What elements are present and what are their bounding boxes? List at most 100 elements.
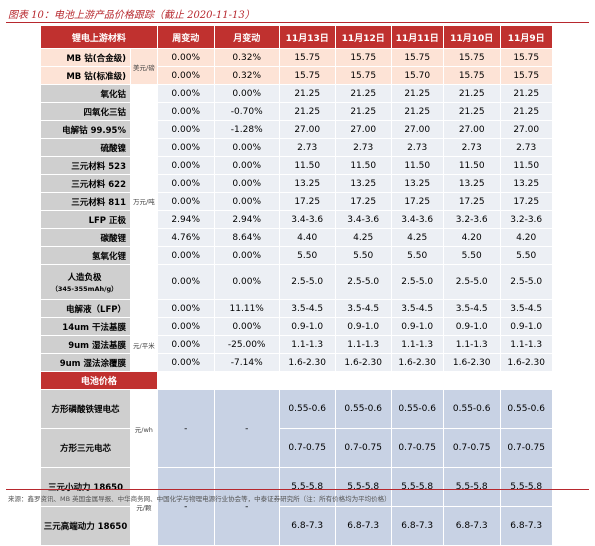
price-cell: 0.7-0.75 (278, 428, 336, 468)
price-cell: 27.00 (390, 120, 444, 139)
row-name: 氢氧化锂 (40, 246, 131, 265)
price-cell: 4.40 (278, 228, 336, 247)
price-cell: 15.75 (390, 48, 444, 67)
month-change: 0.32% (213, 66, 280, 85)
week-change: 4.76% (156, 228, 215, 247)
table-row: 硫酸镍 0.00% 0.00% 2.73 2.73 2.73 2.73 2.73 (40, 138, 553, 157)
price-cell: 11.50 (442, 156, 501, 175)
price-cell: 11.50 (278, 156, 336, 175)
week-change: 0.00% (156, 299, 215, 318)
table-row: 氧化钴 万元/吨 0.00% 0.00% 21.25 21.25 21.25 2… (40, 84, 553, 318)
row-name: 碳酸锂 (40, 228, 131, 247)
price-cell: 0.55-0.6 (442, 389, 501, 429)
week-change: 0.00% (156, 246, 215, 265)
price-cell: 21.25 (442, 102, 501, 121)
battery-row: 方形磷酸铁锂电芯 元/wh - - 0.55-0.6 0.55-0.6 0.55… (40, 389, 553, 468)
price-cell: 27.00 (442, 120, 501, 139)
battery-name: 方形磷酸铁锂电芯 (40, 389, 131, 429)
price-cell: 21.25 (334, 84, 392, 103)
price-cell: 0.9-1.0 (390, 317, 444, 336)
table-row: 电解钴 99.95% 0.00% -1.28% 27.00 27.00 27.0… (40, 120, 553, 139)
price-cell: 5.5-5.8 (278, 467, 336, 507)
week-change: 0.00% (156, 84, 215, 103)
row-name: 9um 湿法基膜 (40, 335, 131, 354)
price-cell: 5.50 (390, 246, 444, 265)
row-name-sub: （345-355mAh/g） (51, 285, 118, 293)
table-row: 9um 湿法涂覆膜 0.00% -7.14% 1.6-2.30 1.6-2.30… (40, 353, 553, 372)
price-cell: 5.50 (499, 246, 553, 265)
price-cell: 15.75 (278, 66, 336, 85)
price-cell: 17.25 (334, 192, 392, 211)
price-cell: 2.73 (278, 138, 336, 157)
row-name: 电解钴 99.95% (40, 120, 131, 139)
price-cell: 21.25 (499, 102, 553, 121)
figure-title: 图表 10：电池上游产品价格跟踪（截止 2020-11-13） (8, 10, 255, 21)
month-change: 11.11% (213, 299, 280, 318)
week-change: - (156, 389, 215, 468)
month-change: 0.32% (213, 48, 280, 67)
month-change: -7.14% (213, 353, 280, 372)
price-cell: 6.8-7.3 (390, 506, 444, 546)
row-name: 9um 湿法涂覆膜 (40, 353, 131, 372)
price-cell: 15.75 (442, 66, 501, 85)
week-change: 0.00% (156, 353, 215, 372)
unit-label: 元/平米 (130, 317, 158, 372)
table-row: LFP 正极 2.94% 2.94% 3.4-3.6 3.4-3.6 3.4-3… (40, 210, 553, 229)
price-cell: 1.6-2.30 (390, 353, 444, 372)
price-cell: 17.25 (278, 192, 336, 211)
header-date-1113: 11月13日 (278, 25, 336, 49)
price-cell: 21.25 (442, 84, 501, 103)
week-change: 0.00% (156, 48, 215, 67)
week-change: 0.00% (156, 192, 215, 211)
week-change: 0.00% (156, 138, 215, 157)
price-cell: 3.5-4.5 (334, 299, 392, 318)
header-date-1109: 11月9日 (499, 25, 553, 49)
price-cell: 21.25 (390, 84, 444, 103)
unit-label: 元/wh (130, 389, 158, 468)
battery-row: 三元小动力 18650 元/颗 - - 5.5-5.8 5.5-5.8 5.5-… (40, 467, 553, 546)
price-cell: 6.8-7.3 (442, 506, 501, 546)
price-cell: 13.25 (442, 174, 501, 193)
table-row: MB 钴(标准级) 0.00% 0.32% 15.75 15.75 15.70 … (40, 66, 553, 85)
battery-row: 方形三元电芯 0.7-0.75 0.7-0.75 0.7-0.75 0.7-0.… (40, 428, 553, 468)
price-cell: 15.75 (334, 48, 392, 67)
week-change: 0.00% (156, 335, 215, 354)
table-row: 人造负极 （345-355mAh/g） 0.00% 0.00% 2.5-5.0 … (40, 264, 553, 300)
row-name: 14um 干法基膜 (40, 317, 131, 336)
price-cell: 17.25 (390, 192, 444, 211)
price-cell: 2.5-5.0 (442, 264, 501, 300)
row-name: LFP 正极 (40, 210, 131, 229)
price-cell: 2.5-5.0 (334, 264, 392, 300)
header-date-1110: 11月10日 (442, 25, 501, 49)
price-cell: 1.6-2.30 (442, 353, 501, 372)
price-cell: 13.25 (278, 174, 336, 193)
price-cell: 15.75 (334, 66, 392, 85)
price-cell: 11.50 (334, 156, 392, 175)
price-cell: 13.25 (390, 174, 444, 193)
price-cell: 0.9-1.0 (442, 317, 501, 336)
month-change: 0.00% (213, 174, 280, 193)
price-cell: 0.9-1.0 (334, 317, 392, 336)
month-change: 0.00% (213, 246, 280, 265)
month-change: - (213, 389, 280, 468)
month-change: 0.00% (213, 317, 280, 336)
price-cell: 2.73 (499, 138, 553, 157)
price-cell: 6.8-7.3 (499, 506, 553, 546)
price-cell: 11.50 (390, 156, 444, 175)
price-cell: 2.5-5.0 (499, 264, 553, 300)
price-cell: 4.25 (390, 228, 444, 247)
header-month-change: 月变动 (213, 25, 280, 49)
table-row: 三元材料 622 0.00% 0.00% 13.25 13.25 13.25 1… (40, 174, 553, 193)
battery-name: 方形三元电芯 (40, 428, 131, 468)
price-cell: 17.25 (499, 192, 553, 211)
price-cell: 27.00 (499, 120, 553, 139)
header-date-1112: 11月12日 (334, 25, 392, 49)
price-cell: 3.2-3.6 (499, 210, 553, 229)
price-cell: 5.5-5.8 (334, 467, 392, 507)
header-week-change: 周变动 (156, 25, 215, 49)
row-name: 三元材料 523 (40, 156, 131, 175)
unit-label: 万元/吨 (130, 84, 158, 318)
price-cell: 5.50 (278, 246, 336, 265)
row-name: MB 钴(合金级) (40, 48, 131, 67)
price-cell: 1.1-1.3 (278, 335, 336, 354)
